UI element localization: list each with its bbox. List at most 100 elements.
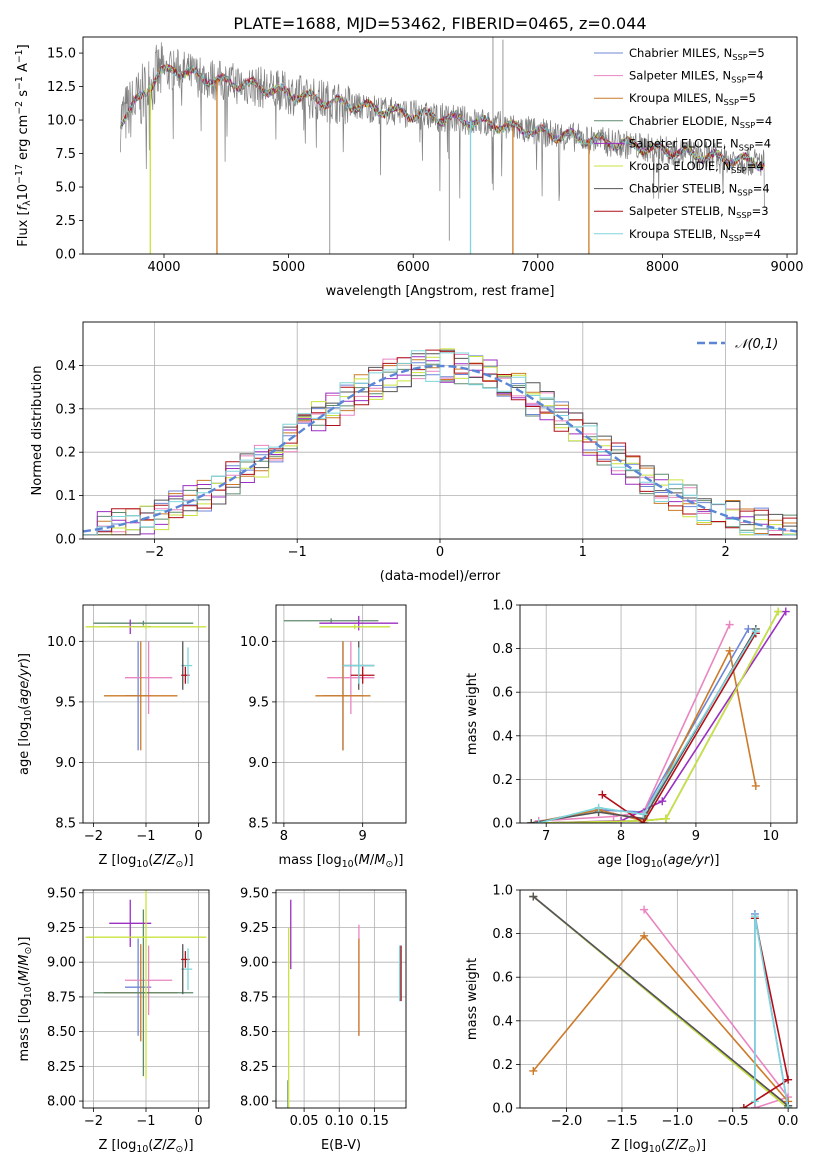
mass-weight-vs-metallicity-ytick-label: 0.0 (492, 1102, 513, 1117)
age-vs-metallicity-plot-area (85, 619, 207, 751)
errorbar-point (183, 647, 193, 684)
mass-vs-ebv-ytick-label: 9.00 (240, 956, 269, 971)
legend-label: Chabrier MILES, NSSP=5 (629, 46, 765, 62)
errorbar-point (181, 641, 184, 690)
age-vs-metallicity-panel: −2 −1 0 8.5 9.0 9.5 10.0 Z [log10(Z/Z⊙)] age [lo… (17, 604, 210, 870)
mass-vs-metallicity-xlabel: Z [log10(Z/Z⊙)] (98, 1138, 193, 1155)
mass-weight-point (529, 1066, 538, 1075)
mass-weight-vs-metallicity-ylabel: mass weight (465, 958, 480, 1040)
mass-weight-vs-metallicity-ytick-label: 0.4 (492, 1014, 513, 1029)
mass-weight-vs-age-plot-area (527, 607, 790, 823)
mass-weight-point (529, 892, 538, 901)
errorbar-point (125, 641, 173, 714)
mass-weight-vs-metallicity-xtick-label: −1.5 (606, 1114, 638, 1129)
residuals-xtick-label: −2 (145, 545, 164, 560)
legend-label: Salpeter STELIB, NSSP=3 (629, 204, 769, 220)
age-vs-metallicity-ytick-label: 8.5 (55, 817, 76, 832)
mass-vs-metallicity-xtick-label: 0 (194, 1114, 202, 1129)
spectrum-xtick-label: 6000 (397, 260, 430, 275)
residuals-xtick-label: 2 (721, 545, 729, 560)
errorbar-point (181, 944, 184, 995)
age-vs-mass-ytick-label: 10.0 (240, 635, 269, 650)
errorbar-point (109, 899, 152, 947)
mass-weight-vs-age-ytick-label: 0.2 (492, 773, 513, 788)
mass-weight-point (640, 905, 649, 914)
mass-vs-metallicity-ytick-label: 9.50 (47, 886, 76, 901)
residuals-xlabel: (data-model)/error (380, 569, 501, 584)
age-vs-metallicity-ylabel: age [log10(age/yr)] (17, 653, 34, 775)
age-vs-mass-xtick-label: 8 (280, 829, 288, 844)
residuals-ytick-label: 0.2 (55, 446, 76, 461)
residuals-xtick-label: 1 (579, 545, 587, 560)
mass-weight-vs-age-ytick-label: 0.4 (492, 729, 513, 744)
mass-weight-vs-metallicity-ytick-label: 0.8 (492, 927, 513, 942)
mass-weight-point (784, 1104, 793, 1108)
age-vs-mass-xlabel: mass [log10(M/M⊙)] (279, 853, 404, 870)
mass-weight-vs-metallicity-ytick-label: 0.2 (492, 1058, 513, 1073)
spectrum-ytick-label: 10.0 (47, 114, 76, 129)
mass-weight-series (531, 628, 757, 823)
mass-weight-series (743, 918, 789, 1108)
residuals-plot-area (83, 348, 797, 536)
mass-weight-point (640, 931, 649, 940)
residuals-frame (82, 321, 798, 540)
legend-label: Chabrier ELODIE, NSSP=4 (629, 114, 772, 130)
mass-weight-vs-age-ytick-label: 1.0 (492, 599, 513, 614)
mass-weight-point (744, 624, 753, 633)
spectrum-xlabel: wavelength [Angstrom, rest frame] (326, 284, 555, 299)
mass-weight-vs-metallicity-panel: −2.0 −1.5 −1.0 −0.5 0.0 0.0 0.2 0.4 0.6 0.8 1.0 Z [… (465, 884, 798, 1156)
spectrum-xtick-label: 7000 (521, 260, 554, 275)
age-vs-metallicity-ytick-label: 9.0 (55, 756, 76, 771)
legend-label: Salpeter MILES, NSSP=4 (629, 69, 764, 85)
mass-vs-ebv-ytick-label: 8.00 (240, 1095, 269, 1110)
age-vs-mass-ytick-label: 8.5 (248, 817, 269, 832)
residuals-ylabel: Normed distribution (30, 366, 45, 496)
mass-weight-point (725, 620, 734, 629)
mass-weight-vs-metallicity-xtick-label: −1.0 (662, 1114, 694, 1129)
age-vs-metallicity-ytick-label: 9.5 (55, 695, 76, 710)
spectrum-xtick-label: 9000 (770, 260, 803, 275)
mass-vs-metallicity-xtick-label: −2 (84, 1114, 103, 1129)
age-vs-metallicity-xtick-label: 0 (194, 829, 202, 844)
mass-vs-ebv-xtick-label: 0.10 (325, 1114, 354, 1129)
mass-vs-metallicity-ytick-label: 9.00 (47, 956, 76, 971)
mass-weight-vs-age-frame (519, 604, 798, 824)
residuals-ytick-label: 0.3 (55, 402, 76, 417)
mass-vs-ebv-panel: 0.05 0.10 0.15 8.00 8.25 8.50 8.75 9.00 9.25 9.50… (240, 886, 407, 1153)
normal-curve (83, 364, 797, 533)
age-vs-metallicity-xlabel: Z [log10(Z/Z⊙)] (98, 853, 193, 870)
mass-weight-vs-age-ytick-label: 0.6 (492, 686, 513, 701)
mass-weight-vs-age-xtick-label: 7 (542, 829, 550, 844)
mass-weight-vs-metallicity-xtick-label: 0.0 (778, 1114, 799, 1129)
mass-weight-series (532, 895, 789, 1107)
residuals-ytick-label: 0.0 (55, 533, 76, 548)
mass-weight-series (643, 909, 790, 1108)
mass-weight-vs-age-ytick-label: 0.8 (492, 642, 513, 657)
mass-weight-series (754, 916, 789, 1108)
errorbar-point (85, 624, 207, 630)
spectrum-ytick-label: 15.0 (47, 47, 76, 62)
mass-weight-vs-metallicity-xtick-label: −2.0 (551, 1114, 583, 1129)
mass-weight-point (774, 607, 783, 616)
spectrum-plot-area (120, 37, 765, 254)
mass-weight-point (751, 781, 760, 790)
spectrum-ytick-label: 12.5 (47, 80, 76, 95)
spectrum-ytick-label: 7.5 (55, 147, 76, 162)
mass-weight-series (538, 611, 780, 823)
spectrum-frame (82, 36, 798, 255)
age-vs-mass-plot-area (283, 615, 399, 751)
mass-weight-series (538, 630, 757, 823)
mass-weight-vs-metallicity-plot-area (529, 892, 793, 1108)
errorbar-point (319, 615, 399, 631)
errorbar-point (283, 618, 379, 624)
spectrum-xtick-label: 5000 (272, 260, 305, 275)
mass-vs-ebv-ytick-label: 8.25 (240, 1060, 269, 1075)
mass-weight-point (534, 819, 543, 823)
spectrum-xtick-label: 4000 (147, 260, 180, 275)
age-vs-metallicity-ytick-label: 10.0 (47, 635, 76, 650)
errorbar-point (350, 666, 375, 684)
age-vs-metallicity-frame (82, 604, 210, 824)
age-vs-mass-xtick-label: 9 (359, 829, 367, 844)
mass-weight-point (594, 803, 603, 812)
